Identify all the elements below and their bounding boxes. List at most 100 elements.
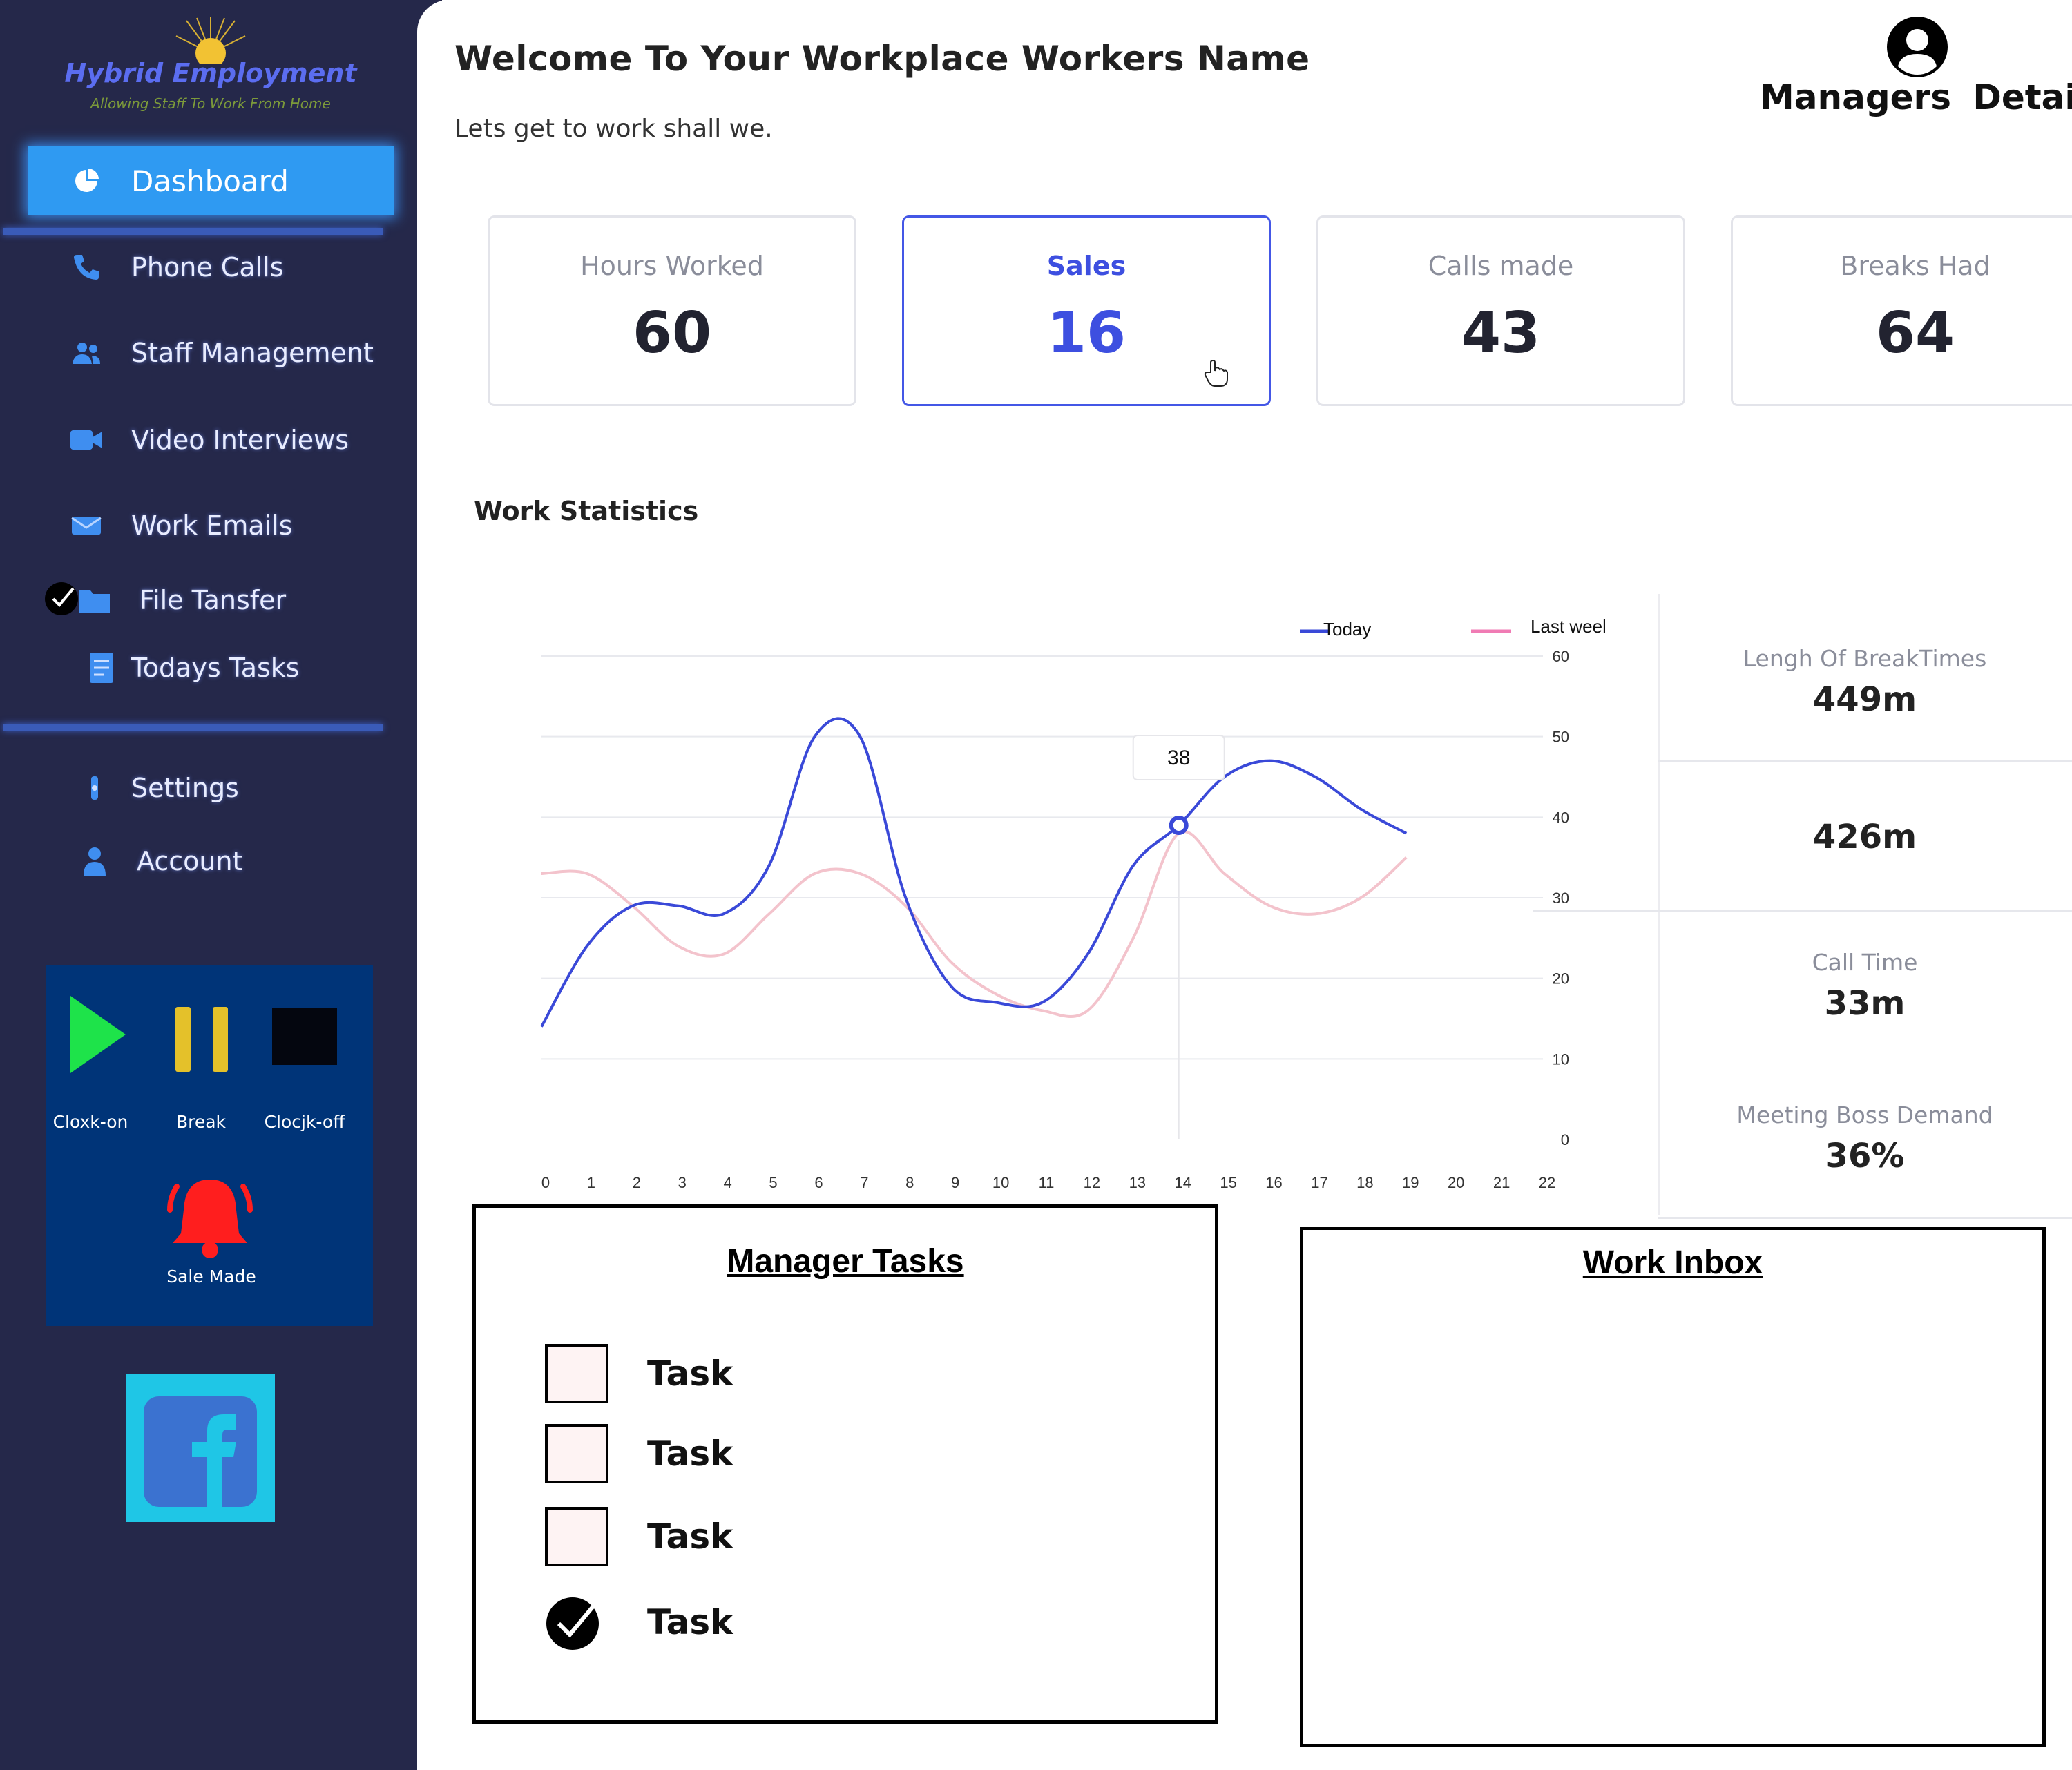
side-stat-label: Call Time	[1812, 949, 1918, 976]
sidebar-item-account[interactable]: Account	[28, 830, 394, 892]
task-label: Task	[647, 1434, 733, 1474]
side-stat-label: Meeting Boss Demand	[1736, 1102, 1993, 1128]
check-circle-icon	[43, 580, 80, 617]
check-circle-icon[interactable]	[545, 1592, 604, 1651]
stat-value: 64	[1875, 300, 1955, 366]
sidebar-item-label: Staff Management	[131, 338, 374, 368]
sidebar-item-dashboard[interactable]: Dashboard	[28, 146, 394, 215]
stat-card-hours-worked[interactable]: Hours Worked 60	[488, 215, 856, 406]
sidebar-item-video-interviews[interactable]: Video Interviews	[28, 409, 394, 471]
task-row: Task	[545, 1421, 890, 1487]
task-list-icon	[84, 651, 119, 685]
series-line-today	[540, 717, 1408, 1028]
stat-title: Breaks Had	[1840, 251, 1991, 281]
app-tagline: Allowing Staff To Work From Home	[90, 95, 331, 112]
sidebar-item-staff-management[interactable]: Staff Management	[28, 322, 394, 384]
sidebar-item-phone-calls[interactable]: Phone Calls	[28, 236, 394, 298]
x-tick-label: 4	[724, 1174, 732, 1191]
sidebar: Hybrid Employment Allowing Staff To Work…	[0, 0, 442, 1770]
y-tick-label: 50	[1553, 729, 1569, 746]
sidebar-item-label: Phone Calls	[131, 252, 284, 282]
y-tick-label: 60	[1553, 648, 1569, 665]
x-tick-label: 1	[587, 1174, 595, 1191]
sale-made-label: Sale Made	[166, 1267, 256, 1287]
task-checkbox[interactable]	[545, 1507, 608, 1566]
task-label: Task	[647, 1517, 733, 1557]
alarm-bell-icon[interactable]	[162, 1170, 258, 1264]
side-stat-value: 36%	[1825, 1137, 1905, 1175]
avatar-icon[interactable]	[1884, 14, 1950, 80]
sun-logo-icon	[175, 17, 246, 64]
sidebar-item-label: Settings	[131, 773, 239, 803]
y-tick-label: 10	[1553, 1050, 1569, 1068]
side-stat-value: 449m	[1812, 680, 1917, 719]
x-tick-label: 5	[769, 1174, 777, 1191]
sidebar-item-work-emails[interactable]: Work Emails	[28, 494, 394, 557]
x-tick-label: 6	[814, 1174, 823, 1191]
envelope-icon	[69, 508, 104, 543]
y-tick-label: 20	[1553, 970, 1569, 988]
clock-on-label: Cloxk-on	[52, 1112, 128, 1132]
series-line-last-week	[541, 830, 1408, 1018]
folder-icon	[77, 583, 112, 617]
work-inbox-panel: Work Inbox	[1300, 1227, 2046, 1747]
x-tick-label: 7	[860, 1174, 868, 1191]
y-tick-label: 0	[1561, 1131, 1569, 1148]
task-checkbox[interactable]	[545, 1424, 608, 1483]
side-stat-divider	[1658, 760, 2072, 762]
x-tick-label: 21	[1493, 1174, 1510, 1191]
app-name: Hybrid Employment	[64, 58, 357, 88]
page-title: Welcome To Your Workplace Workers Name	[454, 39, 1310, 79]
manager-tasks-title: Manager Tasks	[727, 1243, 964, 1280]
facebook-link[interactable]	[126, 1374, 275, 1522]
x-tick-label: 18	[1356, 1174, 1373, 1191]
sidebar-item-file-transfer[interactable]: File Tansfer	[28, 569, 394, 631]
side-stat-break-length: Lengh Of BreakTimes 449m	[1658, 645, 2072, 719]
task-row: Task	[545, 1340, 890, 1407]
tooltip-value: 38	[1167, 747, 1190, 769]
sidebar-item-settings[interactable]: Settings	[28, 757, 394, 819]
side-stat-divider	[1658, 1217, 2072, 1219]
legend-label-last-week: Last week	[1531, 616, 1605, 637]
stat-title: Hours Worked	[580, 251, 764, 281]
sidebar-item-label: Account	[137, 846, 243, 876]
x-tick-label: 3	[678, 1174, 687, 1191]
sidebar-item-label: File Tansfer	[140, 585, 287, 615]
stat-value: 43	[1461, 300, 1541, 366]
x-tick-label: 11	[1039, 1174, 1055, 1191]
stop-icon[interactable]	[271, 1007, 338, 1066]
side-stat-value: 426m	[1812, 818, 1917, 856]
x-tick-label: 19	[1402, 1174, 1419, 1191]
gear-icon	[77, 771, 112, 805]
work-inbox-title: Work Inbox	[1582, 1244, 1763, 1281]
sidebar-item-todays-tasks[interactable]: Todays Tasks	[28, 637, 394, 699]
stat-card-calls-made[interactable]: Calls made 43	[1316, 215, 1685, 406]
managers-details-link[interactable]: Managers Details	[1760, 77, 2072, 117]
task-checkbox[interactable]	[545, 1344, 608, 1403]
sidebar-item-label: Work Emails	[131, 510, 293, 541]
stat-card-sales[interactable]: Sales 16	[902, 215, 1271, 406]
x-tick-label: 9	[951, 1174, 959, 1191]
pie-chart-icon	[69, 164, 104, 198]
task-label: Task	[647, 1602, 733, 1642]
x-tick-label: 20	[1448, 1174, 1464, 1191]
stat-title: Sales	[1046, 251, 1126, 281]
x-tick-label: 17	[1311, 1174, 1327, 1191]
page-subtitle: Lets get to work shall we.	[454, 115, 773, 143]
stat-title: Calls made	[1428, 251, 1574, 281]
people-icon	[69, 336, 104, 370]
side-stat-value: 33m	[1824, 984, 1906, 1023]
play-icon[interactable]	[66, 993, 128, 1076]
legend-label-today: Today	[1323, 619, 1371, 639]
video-camera-icon	[69, 423, 104, 457]
sidebar-item-label: Dashboard	[131, 164, 289, 198]
facebook-icon	[144, 1396, 257, 1507]
sidebar-divider	[3, 724, 383, 731]
stat-card-breaks-had[interactable]: Breaks Had 64	[1731, 215, 2072, 406]
x-tick-label: 8	[905, 1174, 914, 1191]
side-stat-unlabeled: 426m	[1658, 809, 2072, 856]
pause-icon[interactable]	[173, 1006, 231, 1073]
x-tick-label: 15	[1220, 1174, 1236, 1191]
sidebar-divider	[3, 228, 383, 235]
